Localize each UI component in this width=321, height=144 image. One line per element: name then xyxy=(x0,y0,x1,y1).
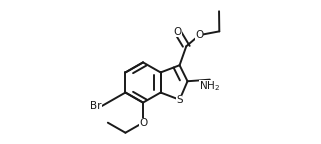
Text: O: O xyxy=(173,27,182,37)
Text: NH$_2$: NH$_2$ xyxy=(199,80,221,93)
Text: O: O xyxy=(195,30,204,40)
Text: Br: Br xyxy=(90,101,102,111)
Text: O: O xyxy=(139,118,147,128)
Text: S: S xyxy=(176,95,183,105)
